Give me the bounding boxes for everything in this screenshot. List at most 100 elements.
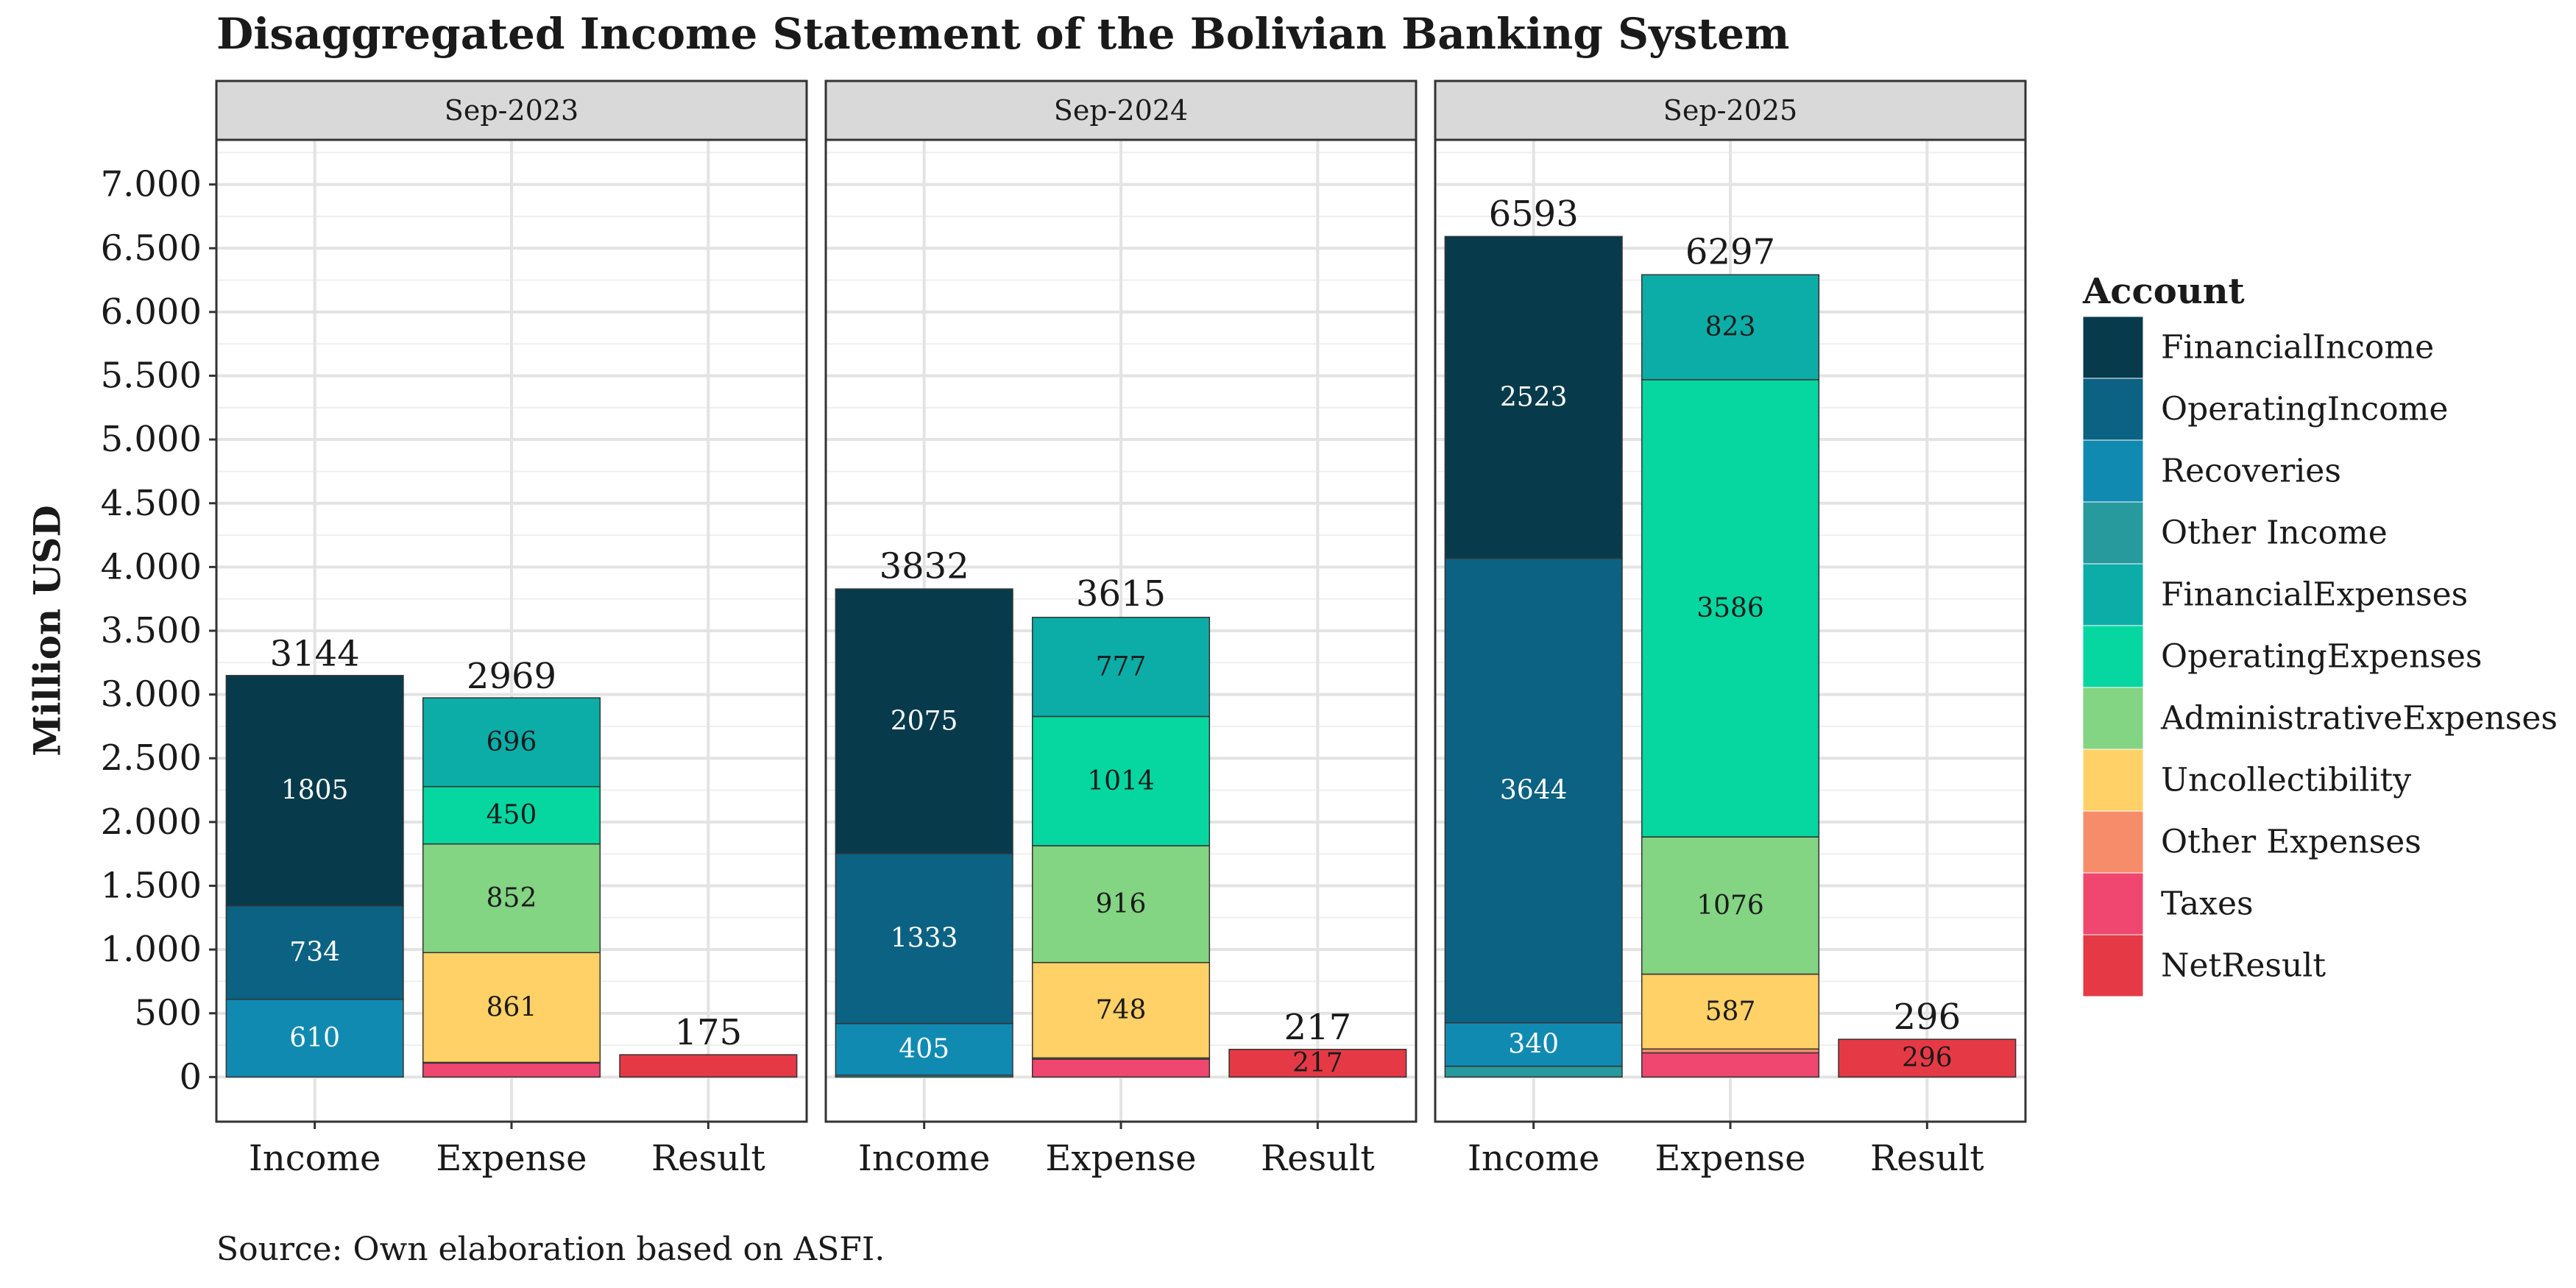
facet-strip xyxy=(1434,79,2027,141)
x-tick-label: Result xyxy=(1261,1138,1375,1179)
legend-key xyxy=(2082,934,2144,997)
x-tick-label: Result xyxy=(1870,1138,1984,1179)
y-tick-label: 5.500 xyxy=(101,355,202,397)
bar-total-label: 296 xyxy=(1894,997,1961,1038)
legend-label: AdministrativeExpenses xyxy=(2160,700,2558,737)
y-tick-label: 4.000 xyxy=(101,546,202,587)
bar-segment xyxy=(835,1022,1013,1076)
y-tick-label: 3.000 xyxy=(101,674,202,715)
bar-segment xyxy=(1444,557,1623,1024)
segment-value-label: 696 xyxy=(486,727,537,757)
legend-label: OperatingExpenses xyxy=(2161,638,2482,676)
bar-segment xyxy=(1031,715,1211,846)
bar-segment xyxy=(1641,1048,1820,1054)
y-tick-label: 0 xyxy=(179,1056,202,1097)
x-tick-label: Expense xyxy=(1655,1138,1805,1179)
legend-label: NetResult xyxy=(2161,947,2326,985)
bar-total-label: 2969 xyxy=(467,656,556,697)
bar-segment xyxy=(1031,1058,1211,1078)
facet-strip-label: Sep-2025 xyxy=(1663,94,1797,127)
legend-key xyxy=(2082,687,2144,750)
bar-segment xyxy=(1641,379,1820,838)
segment-value-label: 450 xyxy=(486,800,537,830)
segment-value-label: 734 xyxy=(289,938,340,968)
chart-title: Disaggregated Income Statement of the Bo… xyxy=(216,9,1790,59)
segment-value-label: 2523 xyxy=(1500,382,1568,412)
segment-value-label: 1076 xyxy=(1696,891,1764,921)
y-tick-label: 6.500 xyxy=(101,227,202,269)
x-tick-label: Result xyxy=(651,1138,765,1179)
bar-segment xyxy=(1641,1052,1820,1078)
bar-total-label: 6297 xyxy=(1685,231,1775,272)
facet-strip-label: Sep-2024 xyxy=(1054,94,1188,127)
bar-segment xyxy=(422,697,601,788)
y-tick-label: 5.000 xyxy=(101,419,202,460)
bar-segment xyxy=(422,952,601,1064)
segment-value-label: 1014 xyxy=(1087,766,1155,796)
y-tick-label: 500 xyxy=(134,993,202,1034)
bar-total-label: 217 xyxy=(1284,1007,1352,1048)
bar-segment xyxy=(1031,962,1211,1059)
segment-value-label: 405 xyxy=(899,1034,949,1064)
bar-segment xyxy=(1641,836,1820,975)
bar-segment xyxy=(1444,1022,1623,1067)
bar-segment xyxy=(1031,617,1211,718)
facet-strip xyxy=(215,79,808,141)
y-tick-label: 3.500 xyxy=(101,610,202,651)
bar-total-label: 6593 xyxy=(1489,194,1579,235)
bar-segment xyxy=(422,785,601,845)
segment-value-label: 852 xyxy=(486,883,537,913)
y-tick-label: 6.000 xyxy=(101,291,202,333)
legend-key xyxy=(2082,439,2144,503)
bar-segment xyxy=(1444,236,1623,559)
segment-value-label: 340 xyxy=(1508,1030,1559,1060)
legend-label: FinancialExpenses xyxy=(2161,576,2468,614)
bar-segment xyxy=(1228,1049,1407,1078)
legend-label: Taxes xyxy=(2161,885,2254,923)
segment-value-label: 296 xyxy=(1902,1043,1953,1073)
x-tick-label: Income xyxy=(858,1138,991,1179)
x-tick-label: Income xyxy=(249,1138,381,1179)
legend-label: FinancialIncome xyxy=(2161,329,2434,367)
bar-segment xyxy=(225,675,404,907)
legend-title: Account xyxy=(2082,271,2245,312)
y-tick-label: 1.500 xyxy=(101,865,202,906)
bar-total-label: 175 xyxy=(675,1012,743,1053)
bar-segment xyxy=(225,905,404,1000)
segment-value-label: 610 xyxy=(289,1023,340,1053)
segment-value-label: 748 xyxy=(1096,995,1147,1025)
legend-label: Recoveries xyxy=(2161,453,2341,490)
segment-value-label: 3586 xyxy=(1696,593,1764,623)
segment-value-label: 2075 xyxy=(891,706,958,736)
facet-strip-label: Sep-2023 xyxy=(445,94,578,127)
y-tick-label: 4.500 xyxy=(101,483,202,524)
x-tick-label: Income xyxy=(1468,1138,1600,1179)
chart-caption: Source: Own elaboration based on ASFI. xyxy=(216,1231,885,1268)
bar-segment xyxy=(1641,274,1820,381)
y-tick-label: 2.500 xyxy=(101,737,202,779)
legend-key xyxy=(2082,810,2144,874)
legend-label: Other Income xyxy=(2161,514,2388,552)
segment-value-label: 777 xyxy=(1096,652,1147,682)
legend-label: Uncollectibility xyxy=(2161,762,2411,799)
y-tick-label: 2.000 xyxy=(101,802,202,843)
bar-segment xyxy=(422,843,601,954)
legend-key xyxy=(2082,501,2144,565)
segment-value-label: 861 xyxy=(486,992,537,1022)
legend-key xyxy=(2082,563,2144,626)
bar-segment xyxy=(1444,1065,1623,1078)
bar-segment xyxy=(1838,1038,2017,1078)
legend-key xyxy=(2082,749,2144,812)
segment-value-label: 3644 xyxy=(1500,776,1568,806)
segment-value-label: 823 xyxy=(1705,312,1756,342)
bar-segment xyxy=(1641,973,1820,1050)
segment-value-label: 587 xyxy=(1705,997,1756,1027)
legend-key xyxy=(2082,872,2144,935)
legend-key xyxy=(2082,378,2144,441)
bar-total-label: 3615 xyxy=(1076,573,1166,615)
segment-value-label: 1333 xyxy=(891,924,958,954)
bar-total-label: 3832 xyxy=(880,545,969,587)
segment-value-label: 217 xyxy=(1292,1048,1343,1078)
legend-key xyxy=(2082,625,2144,688)
